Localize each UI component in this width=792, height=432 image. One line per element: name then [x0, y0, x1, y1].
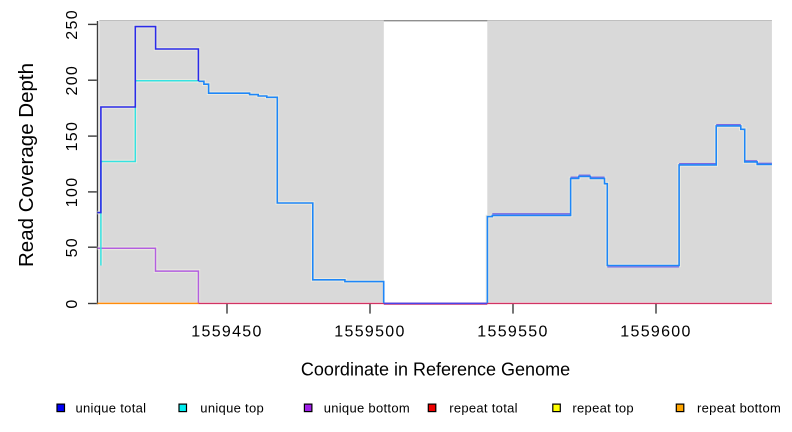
- svg-text:50: 50: [64, 237, 81, 257]
- svg-text:repeat bottom: repeat bottom: [697, 401, 781, 416]
- svg-text:repeat total: repeat total: [449, 401, 518, 416]
- svg-text:1559550: 1559550: [477, 324, 548, 341]
- svg-text:200: 200: [64, 65, 81, 96]
- svg-text:0: 0: [64, 298, 81, 308]
- svg-text:250: 250: [64, 9, 81, 40]
- svg-text:150: 150: [64, 121, 81, 152]
- svg-text:Read Coverage Depth: Read Coverage Depth: [15, 63, 38, 267]
- svg-text:unique bottom: unique bottom: [324, 401, 410, 416]
- svg-text:Coordinate in Reference Genome: Coordinate in Reference Genome: [301, 360, 570, 380]
- svg-text:repeat top: repeat top: [572, 401, 634, 416]
- svg-text:100: 100: [64, 177, 81, 208]
- svg-text:unique total: unique total: [76, 401, 147, 416]
- svg-text:1559500: 1559500: [334, 324, 405, 341]
- svg-text:1559450: 1559450: [191, 324, 262, 341]
- svg-text:unique top: unique top: [200, 401, 264, 416]
- svg-text:1559600: 1559600: [620, 324, 691, 341]
